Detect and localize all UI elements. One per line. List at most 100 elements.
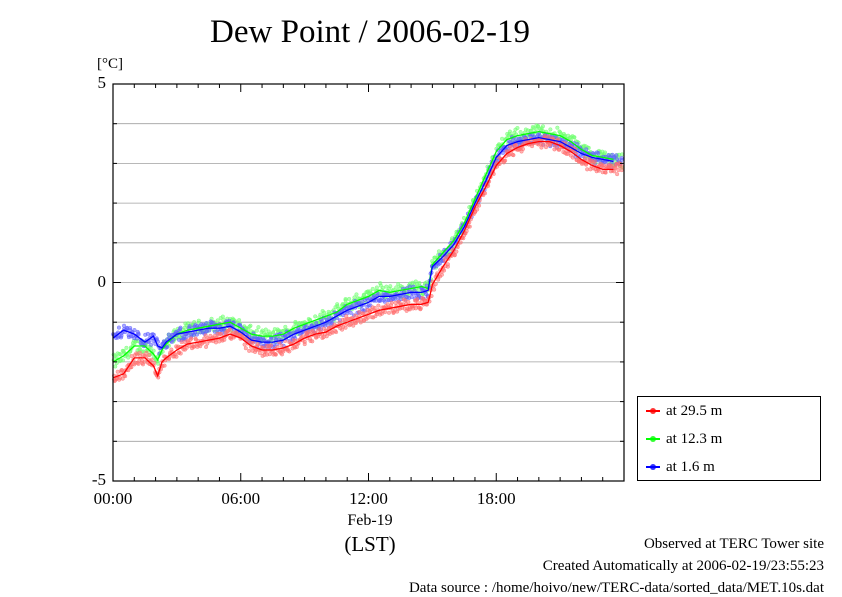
data-point: [116, 325, 121, 330]
data-point: [151, 348, 156, 353]
footer-source: Data source : /home/hoivo/new/TERC-data/…: [408, 580, 824, 596]
data-point: [539, 145, 544, 150]
data-point: [207, 328, 212, 333]
data-point: [546, 134, 551, 139]
footer-created: Created Automatically at 2006-02-19/23:5…: [542, 558, 824, 574]
data-point: [169, 347, 174, 352]
data-point: [619, 168, 624, 173]
data-point: [513, 142, 518, 147]
data-point: [406, 299, 411, 304]
data-point: [313, 314, 318, 319]
data-point: [167, 357, 172, 362]
data-point: [370, 286, 375, 291]
data-point: [120, 358, 125, 363]
data-point: [548, 127, 553, 132]
data-point: [189, 336, 194, 341]
data-point: [613, 165, 618, 170]
data-point: [193, 336, 198, 341]
data-point: [603, 170, 608, 175]
data-point: [215, 318, 220, 323]
data-point: [196, 318, 201, 323]
data-point: [394, 285, 399, 290]
footer-site: Observed at TERC Tower site: [643, 536, 824, 552]
x-tick-label: 12:00: [349, 489, 388, 508]
grid-lines: [113, 123, 624, 442]
data-point: [126, 355, 131, 360]
series-line-1: [112, 130, 614, 363]
axis-ticks: [112, 83, 625, 482]
data-point: [268, 343, 273, 348]
data-point: [418, 307, 423, 312]
data-point: [351, 323, 356, 328]
y-tick-label: 5: [97, 73, 107, 92]
data-point: [204, 321, 209, 326]
data-point: [204, 344, 209, 349]
data-point: [254, 328, 259, 333]
x-tick-label: 00:00: [93, 489, 133, 508]
series-line-0: [112, 140, 614, 379]
legend-swatch-red: [646, 408, 660, 414]
data-point: [475, 207, 480, 212]
x-axis-date-label: Feb-19: [347, 512, 393, 529]
data-point: [603, 150, 608, 155]
data-point: [191, 344, 196, 349]
data-point: [227, 327, 232, 332]
data-point: [357, 310, 362, 315]
data-point: [113, 364, 118, 369]
data-point: [353, 321, 358, 326]
y-tick-label: -5: [91, 470, 106, 489]
data-point: [269, 336, 274, 341]
data-point: [620, 152, 625, 157]
data-point: [115, 369, 120, 374]
data-point: [256, 325, 261, 330]
data-point: [518, 130, 523, 135]
data-point: [442, 268, 447, 273]
data-point: [540, 124, 545, 129]
legend-label: at 1.6 m: [666, 458, 715, 475]
y-tick-label: 0: [97, 271, 107, 291]
data-point: [178, 327, 183, 332]
data-point: [383, 310, 388, 315]
data-point: [149, 357, 154, 362]
data-point: [128, 326, 133, 331]
data-point: [612, 169, 617, 174]
data-point: [279, 343, 284, 348]
data-point: [615, 172, 620, 177]
data-point: [452, 252, 457, 257]
data-point: [343, 325, 348, 330]
data-point: [118, 352, 123, 357]
data-point: [248, 323, 253, 328]
data-point: [417, 281, 422, 286]
data-point: [247, 348, 252, 353]
data-point: [213, 340, 218, 345]
data-point: [144, 350, 149, 355]
data-point: [354, 292, 359, 297]
data-point: [388, 284, 393, 289]
data-point: [271, 330, 276, 335]
data-point: [372, 305, 377, 310]
data-point: [510, 152, 515, 157]
y-axis-unit-label: [°C]: [97, 56, 123, 72]
legend-label: at 12.3 m: [666, 430, 723, 447]
data-point: [273, 352, 278, 357]
data-point: [585, 167, 590, 172]
data-point: [515, 126, 520, 131]
data-point: [572, 135, 577, 140]
data-point: [162, 363, 167, 368]
data-point: [117, 377, 122, 382]
legend-label: at 29.5 m: [666, 402, 723, 419]
data-point: [407, 284, 412, 289]
data-point: [614, 153, 619, 158]
data-point: [243, 346, 248, 351]
data-point: [409, 294, 414, 299]
data-point: [477, 203, 482, 208]
data-point: [541, 142, 546, 147]
data-point: [467, 224, 472, 229]
data-point: [433, 282, 438, 287]
data-point: [391, 310, 396, 315]
data-point: [120, 368, 125, 373]
data-point: [212, 329, 217, 334]
data-point: [376, 303, 381, 308]
data-point: [145, 331, 150, 336]
